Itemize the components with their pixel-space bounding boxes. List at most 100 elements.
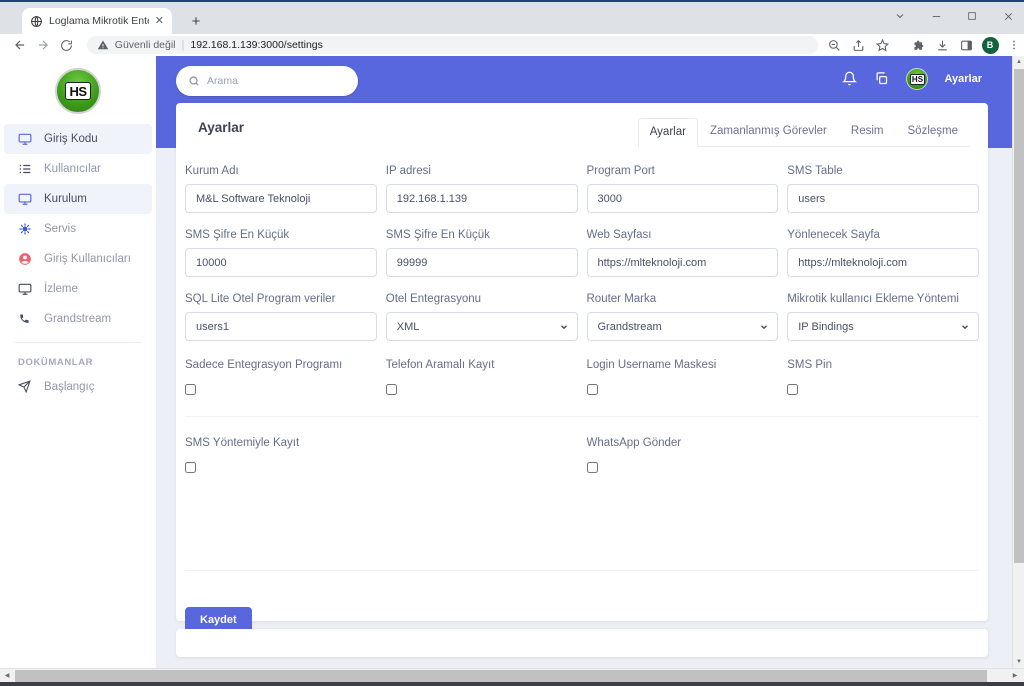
web-sayfasi-input[interactable] [586, 248, 779, 277]
refresh-icon[interactable] [55, 35, 79, 55]
sidebar-item-baslangic[interactable]: Başlangıç [4, 372, 152, 402]
kebab-menu-icon[interactable] [1004, 35, 1024, 55]
monitor-icon [18, 282, 32, 296]
browser-profile-avatar[interactable]: B [980, 35, 1000, 55]
form-divider [185, 570, 979, 571]
sidebar-section-dokumanlar: DOKÜMANLAR [18, 357, 94, 368]
checkbox-label: Telefon Aramalı Kayıt [385, 359, 495, 371]
download-icon[interactable] [932, 35, 952, 55]
chevron-down-icon [559, 322, 569, 332]
save-button[interactable]: Kaydet [185, 607, 252, 633]
otel-entegrasyonu-select[interactable]: XML [385, 312, 578, 341]
field-label: SMS Table [787, 165, 843, 177]
field-label: SMS Şifre En Küçük [185, 229, 290, 241]
telefon-aramali-kayit-checkbox[interactable] [385, 384, 397, 395]
browser-tab-strip: Loglama Mikrotik Entegrasyon Gi ✕ + [0, 2, 1024, 34]
footer-card [176, 629, 988, 657]
monitor-icon [18, 132, 32, 146]
sms-pin-checkbox[interactable] [787, 384, 799, 395]
settings-tabs: Ayarlar Zamanlanmış Görevler Resim Sözle… [637, 117, 970, 147]
sidebar-item-label: Grandstream [44, 313, 112, 325]
sidebar-item-kurulum[interactable]: Kurulum [4, 184, 152, 214]
scroll-right-icon[interactable]: ▶ [1012, 673, 1018, 679]
form-divider [185, 416, 979, 417]
gear-icon [18, 222, 32, 236]
chevron-down-icon [960, 322, 970, 332]
program-port-input[interactable] [586, 184, 779, 213]
window-close-icon[interactable] [998, 6, 1018, 26]
sidebar-item-giris-kullanicilari[interactable]: Giriş Kullanıcıları [4, 244, 152, 274]
extensions-puzzle-icon[interactable] [908, 35, 928, 55]
search-input[interactable] [207, 75, 346, 87]
tab-zamanlanmis-gorevler[interactable]: Zamanlanmış Görevler [709, 125, 827, 137]
scroll-up-icon[interactable]: ▲ [1016, 59, 1022, 65]
share-icon[interactable] [848, 35, 868, 55]
sms-sifre-max-input[interactable] [385, 248, 578, 277]
sms-table-input[interactable] [787, 184, 979, 213]
window-menu-chevron-icon[interactable] [890, 6, 910, 26]
bookmark-star-icon[interactable] [872, 35, 892, 55]
kurum-adi-input[interactable] [185, 184, 377, 213]
yonlenecek-sayfa-input[interactable] [787, 248, 979, 277]
notifications-bell-icon[interactable] [842, 71, 858, 87]
side-panel-icon[interactable] [956, 35, 976, 55]
field-label: SQL Lite Otel Program veriler [185, 293, 336, 305]
window-maximize-icon[interactable] [962, 6, 982, 26]
globe-favicon-icon [30, 15, 43, 28]
horizontal-scrollbar[interactable]: ◀ ▶ [0, 668, 1024, 682]
pages-copy-icon[interactable] [874, 71, 890, 87]
send-icon [18, 380, 32, 394]
login-username-maskesi-checkbox[interactable] [586, 384, 598, 395]
browser-tab[interactable]: Loglama Mikrotik Entegrasyon Gi ✕ [22, 8, 172, 34]
ip-adresi-input[interactable] [385, 184, 578, 213]
user-menu-label[interactable]: Ayarlar [944, 73, 982, 85]
sidebar-item-label: İzleme [44, 283, 78, 295]
sidebar-item-grandstream[interactable]: Grandstream [4, 304, 152, 334]
sidebar-item-label: Başlangıç [44, 381, 95, 393]
sidebar-item-kullanicilar[interactable]: Kullanıcılar [4, 154, 152, 184]
tab-resim[interactable]: Resim [850, 125, 884, 137]
sidebar-divider [14, 342, 142, 343]
checkbox-label: SMS Yöntemiyle Kayıt [185, 437, 300, 449]
settings-form: Kurum Adı IP adresi Program Port SMS Tab… [176, 147, 988, 633]
checkbox-label: WhatsApp Gönder [586, 437, 682, 449]
scroll-left-icon[interactable]: ◀ [4, 673, 10, 679]
vertical-scrollbar-thumb[interactable] [1014, 69, 1024, 563]
router-marka-select[interactable]: Grandstream [586, 312, 779, 341]
new-tab-button[interactable]: + [191, 12, 201, 30]
forward-icon[interactable] [32, 35, 56, 55]
tab-close-icon[interactable]: ✕ [154, 14, 164, 27]
back-icon[interactable] [8, 35, 32, 55]
scroll-down-icon[interactable]: ▼ [1016, 659, 1022, 665]
field-label: Router Marka [586, 293, 657, 305]
sadece-entegrasyon-checkbox[interactable] [185, 384, 196, 395]
url-text[interactable]: 192.168.1.139:3000/settings [190, 39, 323, 51]
checkbox-label: SMS Pin [787, 359, 832, 371]
field-label: Mikrotik kullanıcı Ekleme Yöntemi [787, 293, 959, 305]
sms-sifre-min-input[interactable] [185, 248, 377, 277]
tab-title: Loglama Mikrotik Entegrasyon Gi [49, 15, 149, 27]
user-avatar[interactable]: HS [906, 68, 929, 90]
window-minimize-icon[interactable] [926, 6, 946, 26]
security-label[interactable]: Güvenli değil [114, 39, 176, 51]
tab-ayarlar[interactable]: Ayarlar [637, 118, 698, 147]
sidebar-item-servis[interactable]: Servis [4, 214, 152, 244]
whatsapp-gonder-checkbox[interactable] [586, 462, 598, 473]
sidebar-item-izleme[interactable]: İzleme [4, 274, 152, 304]
sqlite-otel-input[interactable] [185, 312, 377, 341]
monitor-icon [18, 192, 32, 206]
field-label: Web Sayfası [586, 229, 652, 241]
field-label: Program Port [586, 165, 655, 177]
search-box[interactable] [176, 66, 358, 96]
vertical-scrollbar[interactable]: ▲ ▼ [1012, 56, 1024, 668]
sidebar-item-label: Kullanıcılar [44, 163, 101, 175]
sms-yontemiyle-kayit-checkbox[interactable] [185, 462, 196, 473]
sidebar-item-giris-kodu[interactable]: Giriş Kodu [4, 124, 152, 154]
horizontal-scrollbar-thumb[interactable] [15, 670, 987, 682]
browser-toolbar: Güvenli değil | 192.168.1.139:3000/setti… [0, 34, 1024, 56]
mikrotik-ekleme-yontemi-select[interactable]: IP Bindings [787, 312, 979, 341]
tab-sozlesme[interactable]: Sözleşme [907, 125, 959, 137]
not-secure-warning-icon[interactable] [97, 39, 109, 51]
zoom-icon[interactable] [824, 35, 844, 55]
address-bar[interactable]: Güvenli değil | 192.168.1.139:3000/setti… [86, 36, 818, 54]
